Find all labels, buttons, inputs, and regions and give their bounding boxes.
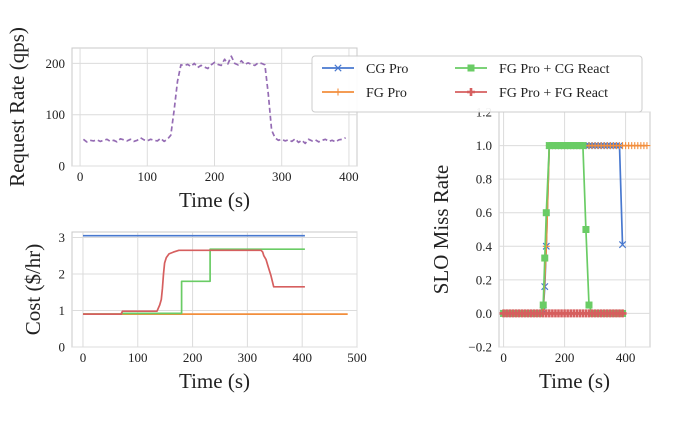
slo-series-cg-pro-point — [618, 240, 627, 249]
request-rate-chart: 0 100 200 300 400 0 100 200 Time (s) Request Rate… — [5, 27, 359, 212]
slo-x-tick-label: 0 — [500, 350, 507, 365]
cost-x-tick-label: 500 — [347, 350, 367, 365]
slo-plot-frame — [498, 111, 651, 348]
request-x-tick-label: 200 — [205, 169, 225, 184]
cost-x-tick-label: 200 — [183, 350, 203, 365]
request-y-tick-label: 100 — [46, 107, 66, 122]
request-x-tick-label: 400 — [339, 169, 359, 184]
legend-marker-fg-cg-react — [467, 64, 475, 72]
legend-box — [311, 55, 643, 113]
legend-label-cg-pro: CG Pro — [366, 62, 408, 77]
cost-y-tick-label: 1 — [59, 303, 66, 318]
slo-y-tick-label: 0.2 — [476, 272, 492, 287]
cost-y-axis-label: Cost ($/hr) — [21, 244, 45, 336]
cost-series-fg-fg-react-line — [83, 249, 305, 315]
legend-marker-cg-pro — [334, 64, 342, 72]
cost-x-tick-label: 300 — [238, 350, 258, 365]
request-y-axis-label: Request Rate (qps) — [5, 27, 29, 187]
request-y-tick-label: 200 — [46, 56, 66, 71]
request-y-tick-label: 0 — [59, 159, 66, 174]
cost-x-axis-label: Time (s) — [179, 369, 250, 393]
cost-x-tick-label: 0 — [80, 350, 87, 365]
legend-label-fg-cg-react: FG Pro + CG React — [499, 62, 610, 77]
slo-y-axis-label: SLO Miss Rate — [429, 165, 453, 295]
cost-x-tick-label: 100 — [128, 350, 148, 365]
legend-label-fg-fg-react: FG Pro + FG React — [499, 86, 608, 101]
legend: CG Pro FG Pro FG Pro + CG React FG Pro + FG… — [311, 55, 643, 113]
request-x-axis-label: Time (s) — [179, 188, 250, 212]
slo-y-tick-label: 0.8 — [476, 172, 492, 187]
slo-series-fg-cg-react-point — [541, 254, 549, 262]
slo-series-fg-cg-react-point — [585, 301, 593, 309]
cost-chart: 0 100 200 300 400 500 0 1 2 3 Time (s) Cost ($/hr) — [21, 230, 367, 393]
legend-marker-fg-fg-react — [467, 88, 475, 96]
slo-x-tick-label: 200 — [555, 350, 575, 365]
slo-y-tick-label: −0.2 — [468, 340, 492, 355]
slo-y-tick-label: 0.6 — [476, 205, 493, 220]
slo-series-fg-cg-react-point — [579, 142, 587, 150]
slo-x-axis-label: Time (s) — [539, 369, 610, 393]
cost-plot-frame — [71, 231, 358, 348]
slo-series-fg-cg-react-point — [539, 301, 547, 309]
request-x-tick-label: 0 — [77, 169, 84, 184]
legend-label-fg-pro: FG Pro — [366, 86, 407, 101]
slo-y-tick-label: 0.0 — [476, 306, 492, 321]
slo-series-fg-pro-point — [542, 242, 550, 250]
slo-y-tick-label: 0.4 — [476, 239, 493, 254]
slo-series-fg-fg-react-point — [618, 309, 627, 318]
slo-series-fg-cg-react-point — [582, 226, 590, 233]
slo-series-fg-cg-react-point — [542, 209, 550, 217]
cost-y-tick-label: 2 — [59, 266, 66, 281]
legend-marker-fg-pro — [334, 88, 342, 96]
cost-y-tick-label: 0 — [59, 340, 66, 355]
cost-x-tick-label: 400 — [292, 350, 312, 365]
slo-y-tick-label: 1.0 — [476, 138, 492, 153]
cost-y-tick-label: 3 — [59, 230, 66, 245]
slo-series-fg-pro-point — [643, 142, 651, 150]
request-x-tick-label: 100 — [138, 169, 158, 184]
request-series-request-rate-line — [82, 55, 346, 145]
request-x-tick-label: 300 — [272, 169, 292, 184]
slo-x-tick-label: 400 — [616, 350, 636, 365]
